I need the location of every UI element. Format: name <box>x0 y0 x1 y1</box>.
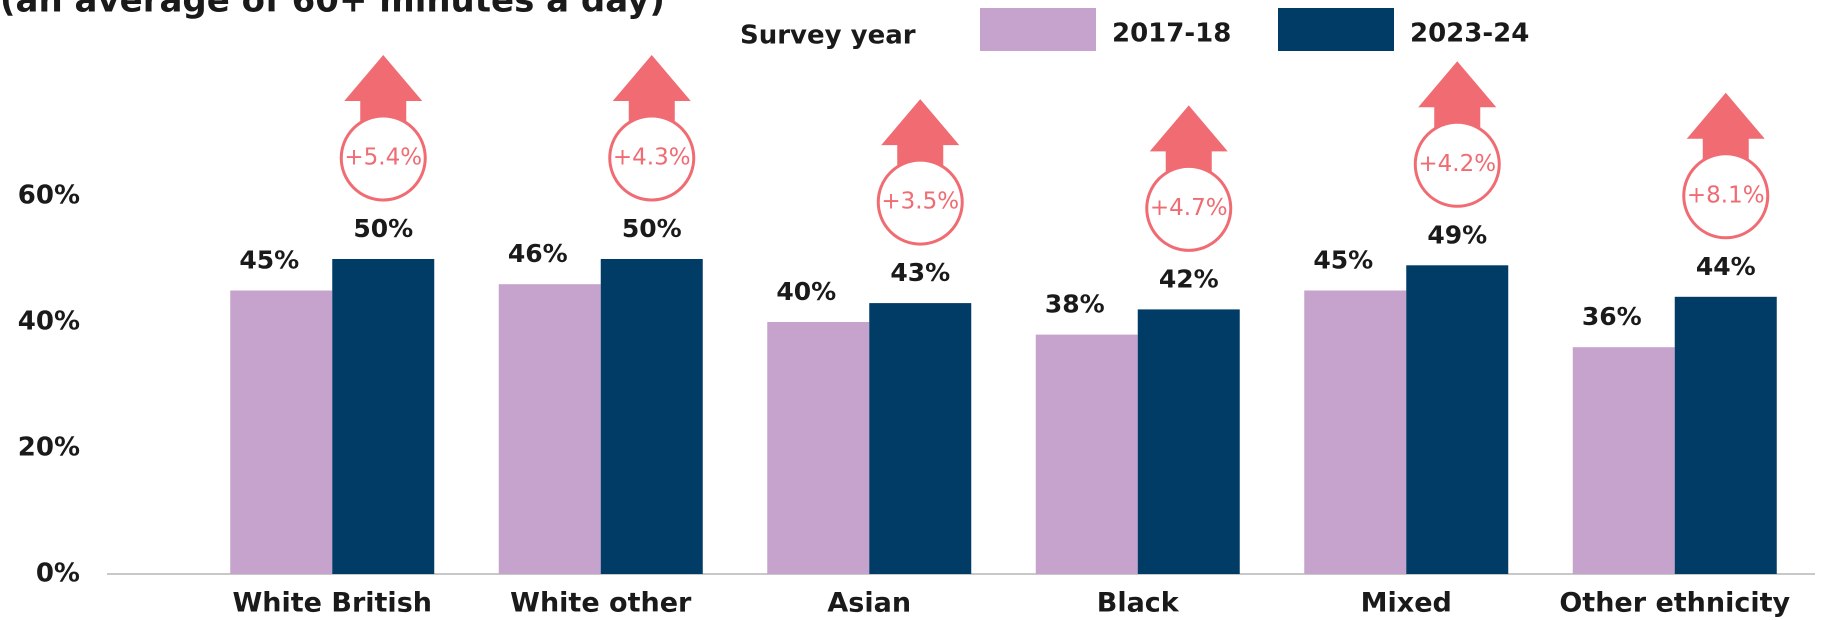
data-label: 45% <box>239 246 299 275</box>
annotation-circle <box>1145 164 1233 252</box>
arrow <box>612 55 691 128</box>
y-tick-label: 60% <box>18 181 80 211</box>
legend-swatch <box>980 8 1096 51</box>
x-tick-label: Black <box>1097 588 1180 619</box>
x-tick-label: White British <box>233 588 432 619</box>
annotation-circle <box>876 158 964 246</box>
arrow <box>1686 92 1765 166</box>
annotation-circle <box>1682 152 1770 240</box>
data-label: 45% <box>1313 246 1373 275</box>
x-tick-label: White other <box>510 588 692 619</box>
data-label: 50% <box>353 214 413 243</box>
data-label: 46% <box>508 239 568 268</box>
bar <box>1572 347 1675 574</box>
bar <box>869 303 972 574</box>
bar <box>1137 309 1240 574</box>
legend-title: Survey year <box>740 21 916 51</box>
bar <box>1035 334 1138 574</box>
bar <box>1406 265 1509 574</box>
arrow <box>344 55 423 128</box>
bar <box>600 259 703 574</box>
annotation-circle <box>1413 120 1501 208</box>
data-label: 38% <box>1045 290 1105 319</box>
data-label: 44% <box>1696 252 1756 281</box>
data-label: 40% <box>776 277 836 306</box>
bar <box>1674 296 1777 574</box>
x-tick-label: Mixed <box>1361 588 1452 619</box>
y-tick-label: 0% <box>36 559 80 589</box>
arrow <box>1149 105 1228 179</box>
arrow <box>1418 61 1497 135</box>
y-tick-label: 20% <box>18 433 80 463</box>
data-label: 43% <box>890 258 950 287</box>
data-label: 42% <box>1159 264 1219 293</box>
annotation: +4.7% <box>1150 195 1228 221</box>
bar <box>1304 290 1407 574</box>
bar <box>230 290 333 574</box>
annotation-circle <box>608 114 696 202</box>
annotation: +8.1% <box>1687 182 1765 208</box>
bar <box>498 284 601 574</box>
data-label: 36% <box>1582 302 1642 331</box>
data-label: 49% <box>1427 220 1487 249</box>
arrow <box>881 99 960 173</box>
data-label: 50% <box>622 214 682 243</box>
legend-label: 2023-24 <box>1410 19 1529 49</box>
annotation-circle <box>339 114 427 202</box>
x-tick-label: Asian <box>827 588 911 619</box>
legend-swatch <box>1278 8 1394 51</box>
annotation: +5.4% <box>344 145 422 171</box>
bar <box>332 259 435 574</box>
chart-subtitle: (an average of 60+ minutes a day) <box>0 0 665 21</box>
x-tick-label: Other ethnicity <box>1559 588 1790 619</box>
bar <box>767 322 870 574</box>
legend-label: 2017-18 <box>1112 19 1231 49</box>
annotation: +3.5% <box>881 189 959 215</box>
annotation: +4.3% <box>613 145 691 171</box>
y-tick-label: 40% <box>18 307 80 337</box>
annotation: +4.2% <box>1418 151 1496 177</box>
